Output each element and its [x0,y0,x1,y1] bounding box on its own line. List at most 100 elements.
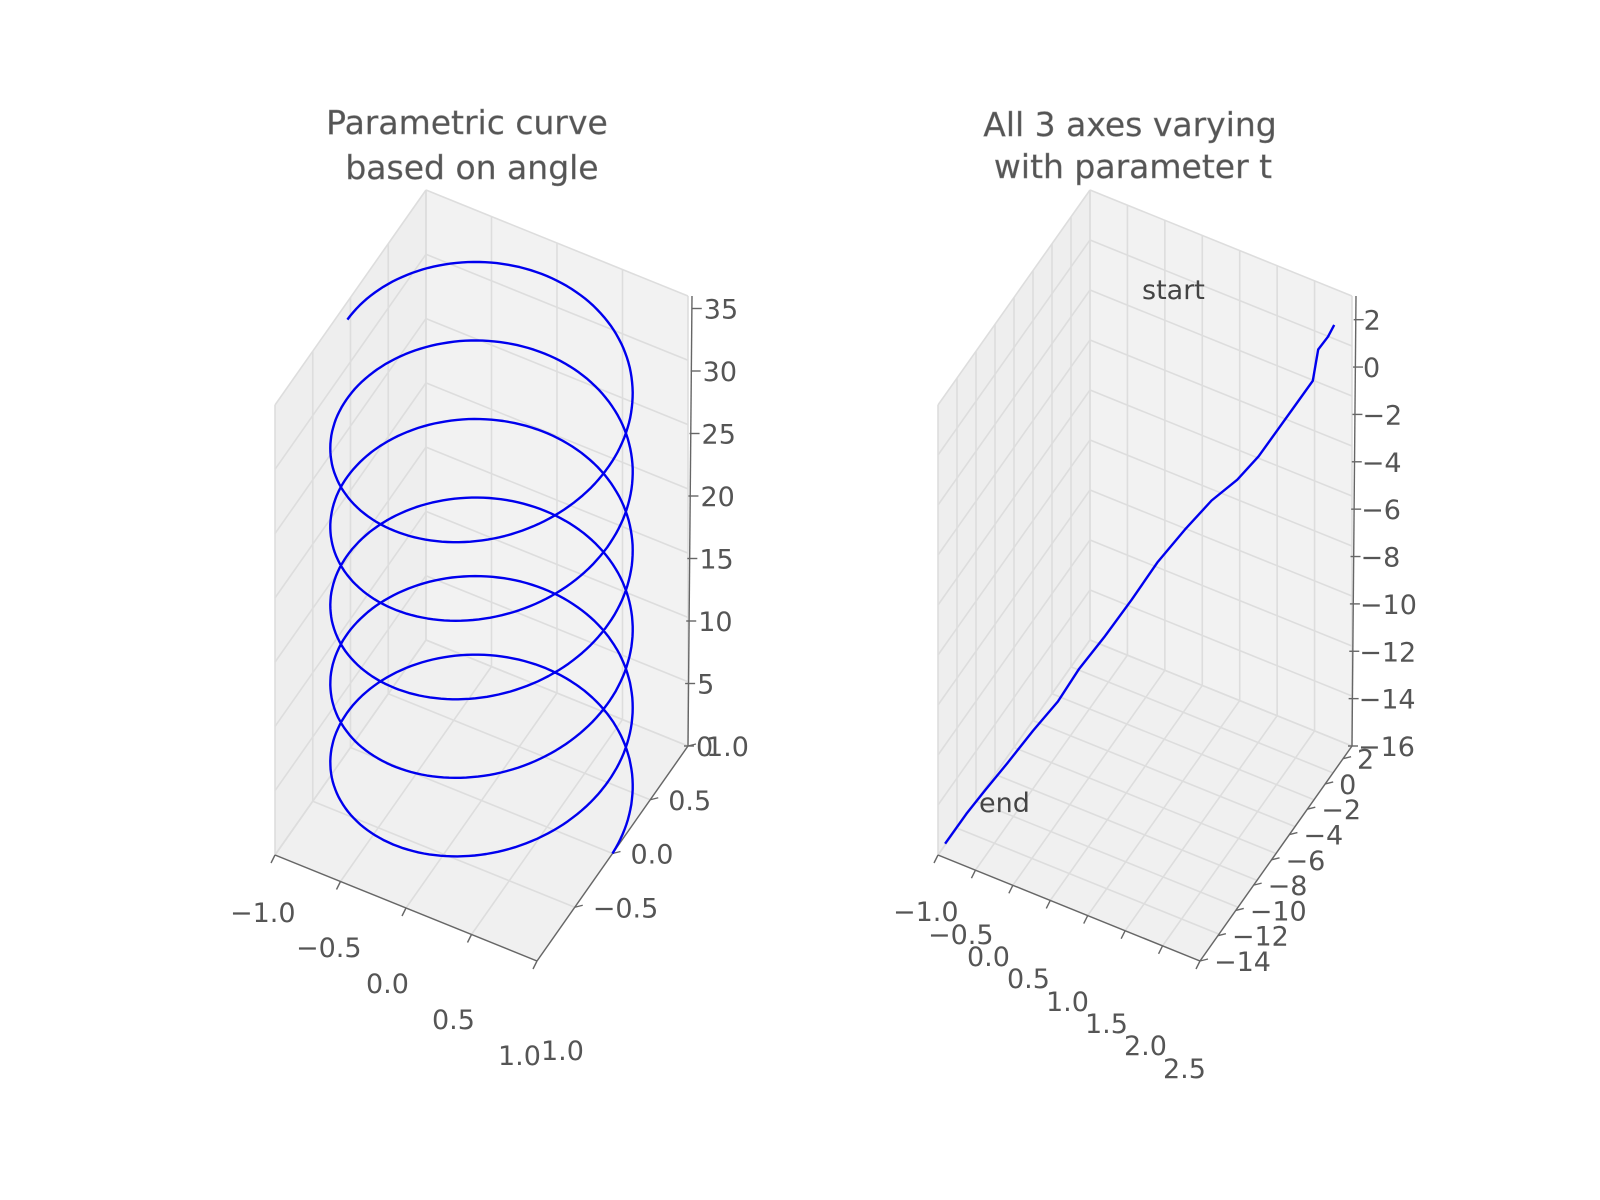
grid-line [425,510,689,619]
y-tick-label: −8 [1268,871,1308,902]
grid-line [312,800,576,908]
z-tick-label: 25 [702,420,736,451]
x-tick-mark [1008,884,1014,894]
y-tick-label: −4 [1303,821,1343,852]
z-tick-label: −8 [1361,543,1401,574]
x-tick-label: 2.0 [1124,1031,1167,1062]
z-axis-line [1351,295,1357,747]
z-tick-label: −4 [1362,448,1402,479]
y-tick-label: −0.5 [593,893,659,924]
subplot-parametric-curve: −1.0−0.50.00.51.0−0.50.00.51.00510152025… [230,103,749,1072]
grid-line [425,253,689,362]
y-tick-label: −6 [1286,846,1326,877]
x-tick-label: 1.5 [1085,1009,1128,1040]
axes-grid [937,189,1353,962]
y-tick-mark [1253,882,1262,886]
z-tick-label: 5 [697,670,714,701]
grid-line [425,574,689,683]
z-tick-label: −16 [1358,732,1415,763]
series-line-helix [329,260,634,858]
x-tick-label: −1.0 [230,898,296,929]
grid-line [994,773,1258,882]
x-tick-mark [1157,945,1164,955]
annotation-end: end [979,788,1030,819]
subplot-three-axes-varying: −1.0−0.50.00.51.01.52.02.5−14−12−10−8−6−… [893,105,1417,1085]
x-tick-label: −1.0 [893,897,959,928]
grid-line [975,800,1239,908]
z-tick-label: 0 [1363,353,1380,384]
chart-title-line-2: based on angle [345,148,598,187]
y-tick-label: −2 [1321,795,1361,826]
x-tick-mark [466,934,473,943]
z-tick-label: −14 [1359,685,1416,716]
x-tick-mark [270,854,276,864]
x-tick-label: 0.5 [1007,964,1050,995]
z-tick-label: −10 [1360,590,1417,621]
grid-line [1089,489,1353,597]
grid-line [1089,339,1353,447]
grid-line [1089,289,1353,397]
z-tick-label: 2 [1364,306,1381,337]
grid-line [956,827,1220,935]
grid-line [1089,239,1353,347]
y-tick-label: 0 [1339,770,1356,801]
grid-line [1089,589,1353,697]
x-tick-mark [1045,900,1051,909]
x-tick-label: −0.5 [296,933,362,964]
x-axis-line [937,854,1201,962]
grid-line [1070,666,1334,774]
y-tick-label: −10 [1250,896,1307,927]
grid-line [425,382,689,490]
axes-grid [274,189,689,962]
chart-title-line-1: Parametric curve [326,103,608,142]
y-tick-label: −14 [1214,947,1271,978]
y-tick-label: 0.5 [668,786,711,817]
grid-line [425,189,689,297]
x-tick-mark [1120,930,1126,940]
grid-line [1032,719,1296,828]
data-layer [329,260,634,858]
y-tick-label: 1.0 [706,732,749,763]
y-tick-mark [1325,781,1334,785]
y-tick-mark [574,904,583,908]
pane-back-wall [1090,190,1352,746]
x-tick-mark [1083,915,1089,924]
grid-line [425,317,689,426]
y-tick-mark [1289,831,1298,836]
series-line-t [944,324,1336,845]
y-tick-mark [1271,857,1280,861]
grid-line [425,639,689,747]
x-tick-label: 0.0 [967,942,1010,973]
y-tick-mark [650,797,659,801]
y-tick-label: 2 [1357,745,1374,776]
grid-line [1089,639,1353,747]
z-tick-label: 10 [698,607,732,638]
grid-line [1089,389,1353,497]
axes-ticks: −1.0−0.50.00.51.0−0.50.00.51.00510152025… [230,295,749,1073]
y-tick-mark [1235,907,1244,912]
annotation-start: start [1142,275,1205,306]
x-tick-mark [401,907,407,917]
y-tick-label: −12 [1232,922,1289,953]
z-tick-label: 20 [700,482,734,513]
z-tick-label: 0 [696,732,713,763]
x-tick-label: 0.0 [366,969,409,1000]
z-tick-label: −12 [1359,637,1416,668]
grid-line [425,446,689,554]
x-tick-label: 1.0 [1046,987,1089,1018]
y-tick-mark [1217,933,1227,937]
grid-line [1089,189,1353,297]
x-tick-mark [1195,960,1201,970]
z-tick-label: 15 [699,545,733,576]
chart-title-line-2: with parameter t [994,147,1272,186]
x-tick-label: −0.5 [928,920,994,951]
x-tick-label: 1.0 [498,1041,541,1072]
x-tick-label: 0.5 [432,1005,475,1036]
x-tick-mark [933,854,939,864]
y-tick-mark [1307,806,1316,810]
y-axis-line [1199,745,1353,962]
z-tick-label: 30 [703,357,737,388]
grid-line [1051,693,1315,801]
grid-line [1089,539,1353,647]
